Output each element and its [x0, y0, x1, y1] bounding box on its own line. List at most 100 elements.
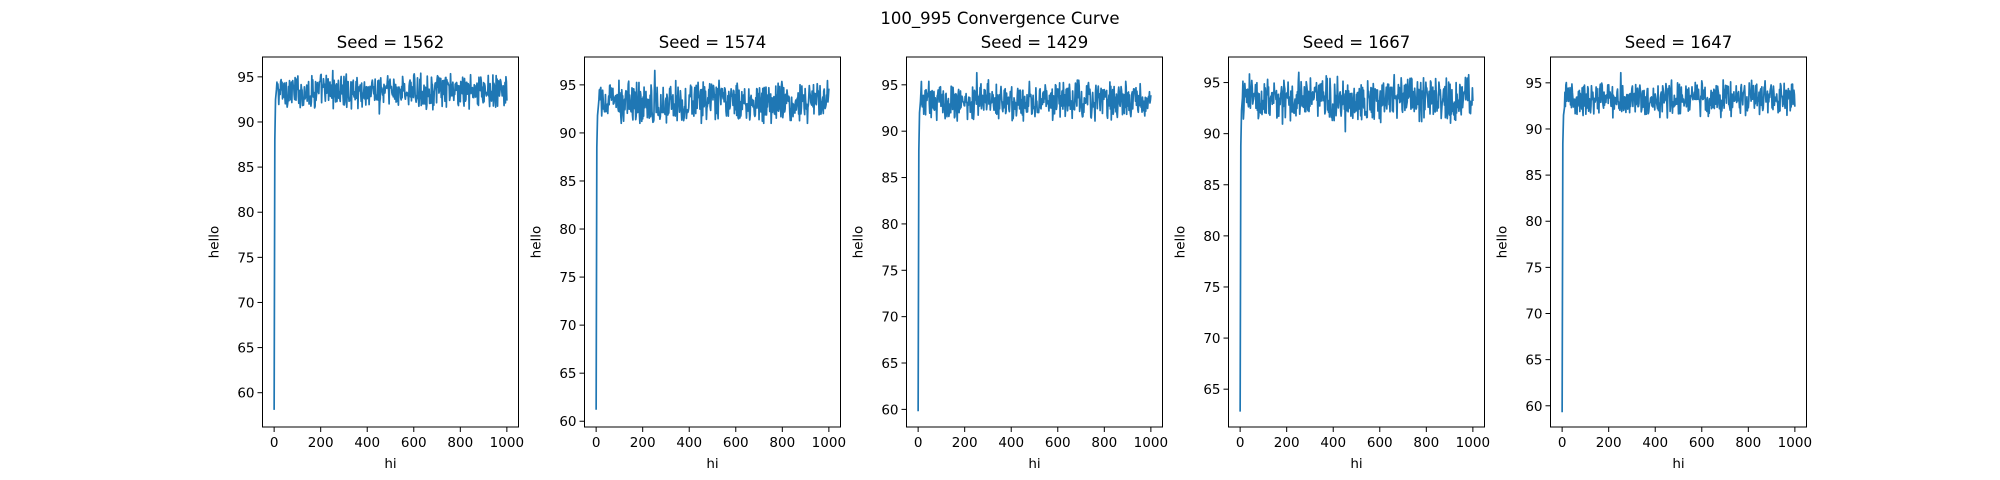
y-tick-label: 75 — [881, 263, 898, 279]
x-tick-label: 800 — [769, 435, 795, 451]
y-tick-label: 60 — [559, 414, 576, 430]
y-tick-label: 65 — [1525, 353, 1542, 369]
x-axis-label: hi — [1350, 456, 1362, 472]
y-tick-label: 95 — [559, 78, 576, 94]
axes-frame — [1550, 56, 1807, 428]
x-axis-label: hi — [1672, 456, 1684, 472]
y-tick-label: 65 — [881, 356, 898, 372]
y-tick-label: 75 — [559, 270, 576, 286]
x-axis-label: hi — [384, 456, 396, 472]
axes-frame — [1228, 56, 1485, 428]
x-axis-label: hi — [706, 456, 718, 472]
subplot-5: Seed = 1647 0 200 400 600 800 1000 60 65 70 75 80 85… — [1495, 33, 1813, 472]
y-tick-label: 95 — [237, 70, 254, 86]
y-tick-label: 80 — [1203, 229, 1220, 245]
x-tick-label: 400 — [998, 435, 1024, 451]
y-tick-label: 90 — [1203, 127, 1220, 143]
x-tick-label: 800 — [1735, 435, 1761, 451]
y-tick-label: 75 — [1525, 260, 1542, 276]
y-axis-label: hello — [851, 226, 867, 259]
figure-title: 100_995 Convergence Curve — [880, 9, 1119, 29]
y-tick-label: 90 — [1525, 122, 1542, 138]
x-tick-label: 200 — [952, 435, 978, 451]
x-tick-label: 600 — [1367, 435, 1393, 451]
series-line — [273, 69, 508, 410]
x-tick-label: 400 — [676, 435, 702, 451]
x-tick-label: 400 — [1642, 435, 1668, 451]
x-tick-label: 0 — [592, 435, 601, 451]
x-tick-label: 0 — [1236, 435, 1245, 451]
y-tick-label: 65 — [1203, 382, 1220, 398]
subplot-title: Seed = 1667 — [1303, 33, 1411, 52]
x-tick-label: 0 — [914, 435, 923, 451]
series-line — [917, 71, 1152, 412]
y-tick-label: 70 — [1203, 331, 1220, 347]
y-axis-label: hello — [529, 226, 545, 259]
series-line — [595, 69, 830, 410]
axes-frame — [584, 56, 841, 428]
x-tick-label: 1000 — [490, 435, 524, 451]
x-tick-label: 600 — [1045, 435, 1071, 451]
y-tick-label: 75 — [237, 250, 254, 266]
x-tick-label: 0 — [270, 435, 279, 451]
x-tick-label: 1000 — [1456, 435, 1490, 451]
subplot-2: Seed = 1574 0 200 400 600 800 1000 60 65 70 75 80 85… — [529, 33, 847, 472]
series-line — [1561, 71, 1796, 413]
x-tick-label: 800 — [1413, 435, 1439, 451]
y-tick-label: 85 — [1203, 178, 1220, 194]
y-tick-label: 80 — [1525, 214, 1542, 230]
y-tick-label: 70 — [881, 310, 898, 326]
subplot-1: Seed = 1562 0 200 400 600 800 1000 60 65 70 75 80 85… — [207, 33, 525, 472]
y-tick-label: 60 — [237, 386, 254, 402]
x-axis-label: hi — [1028, 456, 1040, 472]
subplot-title: Seed = 1647 — [1625, 33, 1733, 52]
x-tick-label: 1000 — [1134, 435, 1168, 451]
subplot-title: Seed = 1562 — [337, 33, 445, 52]
subplot-title: Seed = 1574 — [659, 33, 767, 52]
x-tick-label: 200 — [630, 435, 656, 451]
x-tick-label: 600 — [1689, 435, 1715, 451]
y-tick-label: 80 — [559, 222, 576, 238]
y-tick-label: 65 — [559, 366, 576, 382]
y-tick-label: 85 — [559, 174, 576, 190]
y-tick-label: 95 — [1203, 76, 1220, 92]
y-tick-label: 95 — [881, 78, 898, 94]
x-tick-label: 200 — [1274, 435, 1300, 451]
subplot-title: Seed = 1429 — [981, 33, 1089, 52]
axes-frame — [262, 56, 519, 428]
subplot-3: Seed = 1429 0 200 400 600 800 1000 60 65 70 75 80 85… — [851, 33, 1169, 472]
y-tick-label: 70 — [559, 318, 576, 334]
axes-frame — [906, 56, 1163, 428]
y-axis-label: hello — [1173, 226, 1189, 259]
y-axis-label: hello — [1495, 226, 1511, 259]
y-tick-label: 80 — [881, 217, 898, 233]
x-tick-label: 200 — [308, 435, 334, 451]
x-tick-label: 1000 — [812, 435, 846, 451]
y-tick-label: 85 — [1525, 168, 1542, 184]
y-tick-label: 70 — [237, 295, 254, 311]
y-tick-label: 90 — [881, 124, 898, 140]
x-tick-label: 600 — [401, 435, 427, 451]
x-tick-label: 800 — [1091, 435, 1117, 451]
series-line — [1239, 71, 1474, 412]
y-tick-label: 85 — [881, 171, 898, 187]
x-tick-label: 1000 — [1778, 435, 1812, 451]
subplot-4: Seed = 1667 0 200 400 600 800 1000 65 70 75 80 85 90… — [1173, 33, 1491, 472]
x-tick-label: 400 — [354, 435, 380, 451]
x-tick-label: 800 — [447, 435, 473, 451]
x-tick-label: 200 — [1596, 435, 1622, 451]
x-tick-label: 0 — [1558, 435, 1567, 451]
y-tick-label: 90 — [237, 115, 254, 131]
y-tick-label: 65 — [237, 341, 254, 357]
y-tick-label: 70 — [1525, 307, 1542, 323]
y-tick-label: 95 — [1525, 76, 1542, 92]
y-tick-label: 85 — [237, 160, 254, 176]
y-tick-label: 90 — [559, 126, 576, 142]
y-tick-label: 60 — [881, 402, 898, 418]
y-tick-label: 80 — [237, 205, 254, 221]
y-axis-label: hello — [207, 226, 223, 259]
y-tick-label: 75 — [1203, 280, 1220, 296]
x-tick-label: 600 — [723, 435, 749, 451]
x-tick-label: 400 — [1320, 435, 1346, 451]
